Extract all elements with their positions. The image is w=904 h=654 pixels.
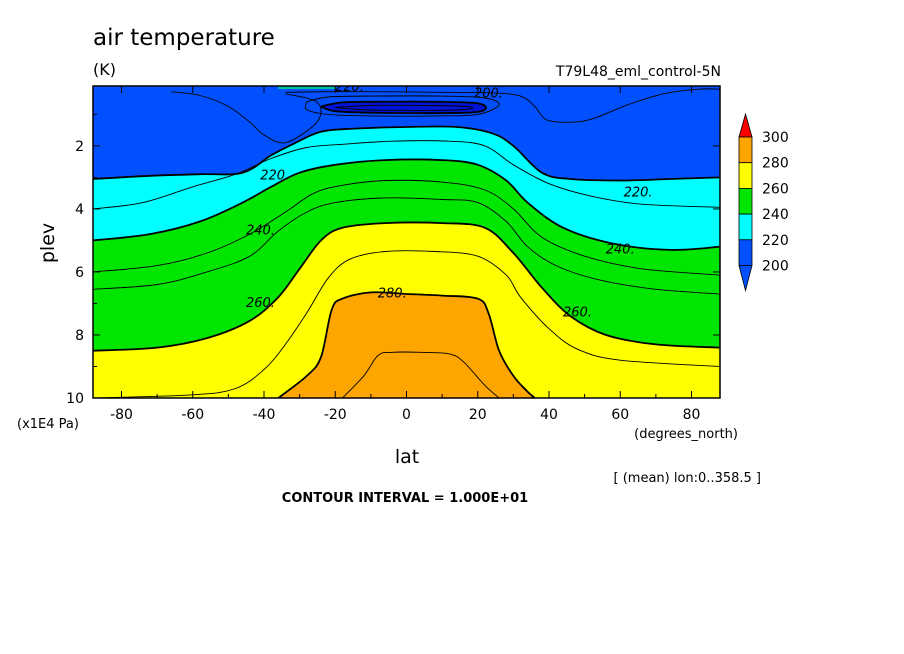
- x-tick-label: -80: [110, 407, 133, 423]
- isoline-220: [93, 125, 720, 182]
- contour-label-240: 240.: [246, 223, 275, 238]
- isoline-212: [171, 91, 322, 144]
- contour-label-220: 220.: [624, 186, 653, 201]
- colorbar-swatch-260-280: [738, 162, 753, 189]
- colorbar-arrow-above-300: [738, 112, 753, 138]
- x-tick-label: 60: [611, 407, 629, 423]
- isoline-240: [93, 158, 720, 251]
- contour-label-240: 240.: [606, 242, 635, 257]
- isoline-210: [285, 88, 720, 123]
- contour-label-220: 220.: [335, 80, 364, 95]
- x-axis: -80 -60 -40 -20 0 20 40 60 80: [110, 86, 700, 423]
- isoline-270: [277, 291, 536, 398]
- x-tick-label: 0: [402, 407, 411, 423]
- band-top-edge: [278, 86, 336, 89]
- y-axis-label: plev: [37, 223, 59, 263]
- chart-title: air temperature: [93, 25, 275, 51]
- y-tick-label: 4: [75, 202, 84, 218]
- colorbar-label: 240: [762, 207, 789, 223]
- colorbar-legend: 300 280 260 240 220 200: [738, 112, 789, 293]
- isoline-195: [335, 104, 474, 111]
- isoline-200: [320, 100, 487, 115]
- contour-label-200: 200.: [474, 86, 503, 101]
- colorbar-label: 260: [762, 181, 789, 197]
- colorbar-swatch-200-220: [738, 239, 753, 266]
- contour-label-280: 280.: [378, 287, 407, 302]
- colorbar-swatch-240-260: [738, 187, 753, 215]
- colorbar-label: 280: [762, 156, 789, 172]
- contour-label-260: 260.: [246, 296, 275, 311]
- x-tick-label: -20: [324, 407, 347, 423]
- x-axis-units: (degrees_north): [634, 427, 738, 442]
- isoline-275: [342, 351, 500, 398]
- isoline-260: [93, 221, 720, 352]
- isoline-250: [93, 197, 720, 295]
- colorbar-swatch-280-300: [738, 136, 753, 164]
- x-tick-label: -40: [253, 407, 276, 423]
- contour-labels: 280. 260. 260. 240. 240. 220. 220. 220. 200.: [246, 80, 653, 320]
- isoline-230: [93, 140, 720, 210]
- contour-fills: [93, 86, 720, 398]
- y-tick-label: 6: [75, 265, 84, 281]
- y-tick-label: 10: [66, 391, 84, 407]
- plot-area: 280. 260. 260. 240. 240. 220. 220. 220. 200.: [93, 80, 720, 398]
- y-tick-label: 2: [75, 139, 84, 155]
- colorbar-label: 300: [762, 130, 789, 146]
- chart-units: (K): [93, 60, 116, 79]
- x-tick-label: -60: [181, 407, 204, 423]
- experiment-label: T79L48_eml_control-5N: [555, 64, 721, 80]
- x-tick-label: 20: [469, 407, 487, 423]
- colorbar-label: 200: [762, 259, 789, 275]
- x-tick-label: 40: [540, 407, 558, 423]
- isoline-265: [93, 250, 720, 398]
- x-tick-label: 80: [683, 407, 701, 423]
- y-axis-units: (x1E4 Pa): [17, 417, 79, 432]
- isoline-205: [304, 95, 500, 117]
- colorbar-label: 220: [762, 233, 789, 249]
- contour-interval-label: CONTOUR INTERVAL = 1.000E+01: [282, 491, 528, 506]
- colorbar-swatch-220-240: [738, 213, 753, 241]
- contour-label-260: 260.: [563, 305, 592, 320]
- contour-lines: [93, 88, 720, 398]
- x-axis-label: lat: [395, 446, 419, 468]
- colorbar-arrow-below-200: [738, 265, 753, 293]
- y-tick-label: 8: [75, 328, 84, 344]
- averaging-note: [ (mean) lon:0..358.5 ]: [614, 471, 762, 486]
- isoline-245: [93, 179, 720, 276]
- band-280-300: [278, 292, 535, 398]
- contour-label-220: 220.: [260, 168, 289, 183]
- y-axis: 2 4 6 8 10: [66, 113, 720, 407]
